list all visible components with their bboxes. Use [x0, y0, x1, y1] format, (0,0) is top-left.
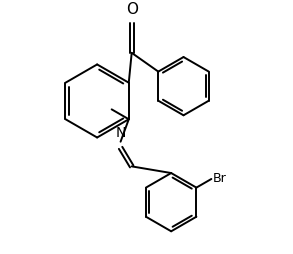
Text: O: O	[126, 2, 138, 17]
Text: Br: Br	[213, 172, 226, 185]
Text: N: N	[115, 126, 126, 140]
